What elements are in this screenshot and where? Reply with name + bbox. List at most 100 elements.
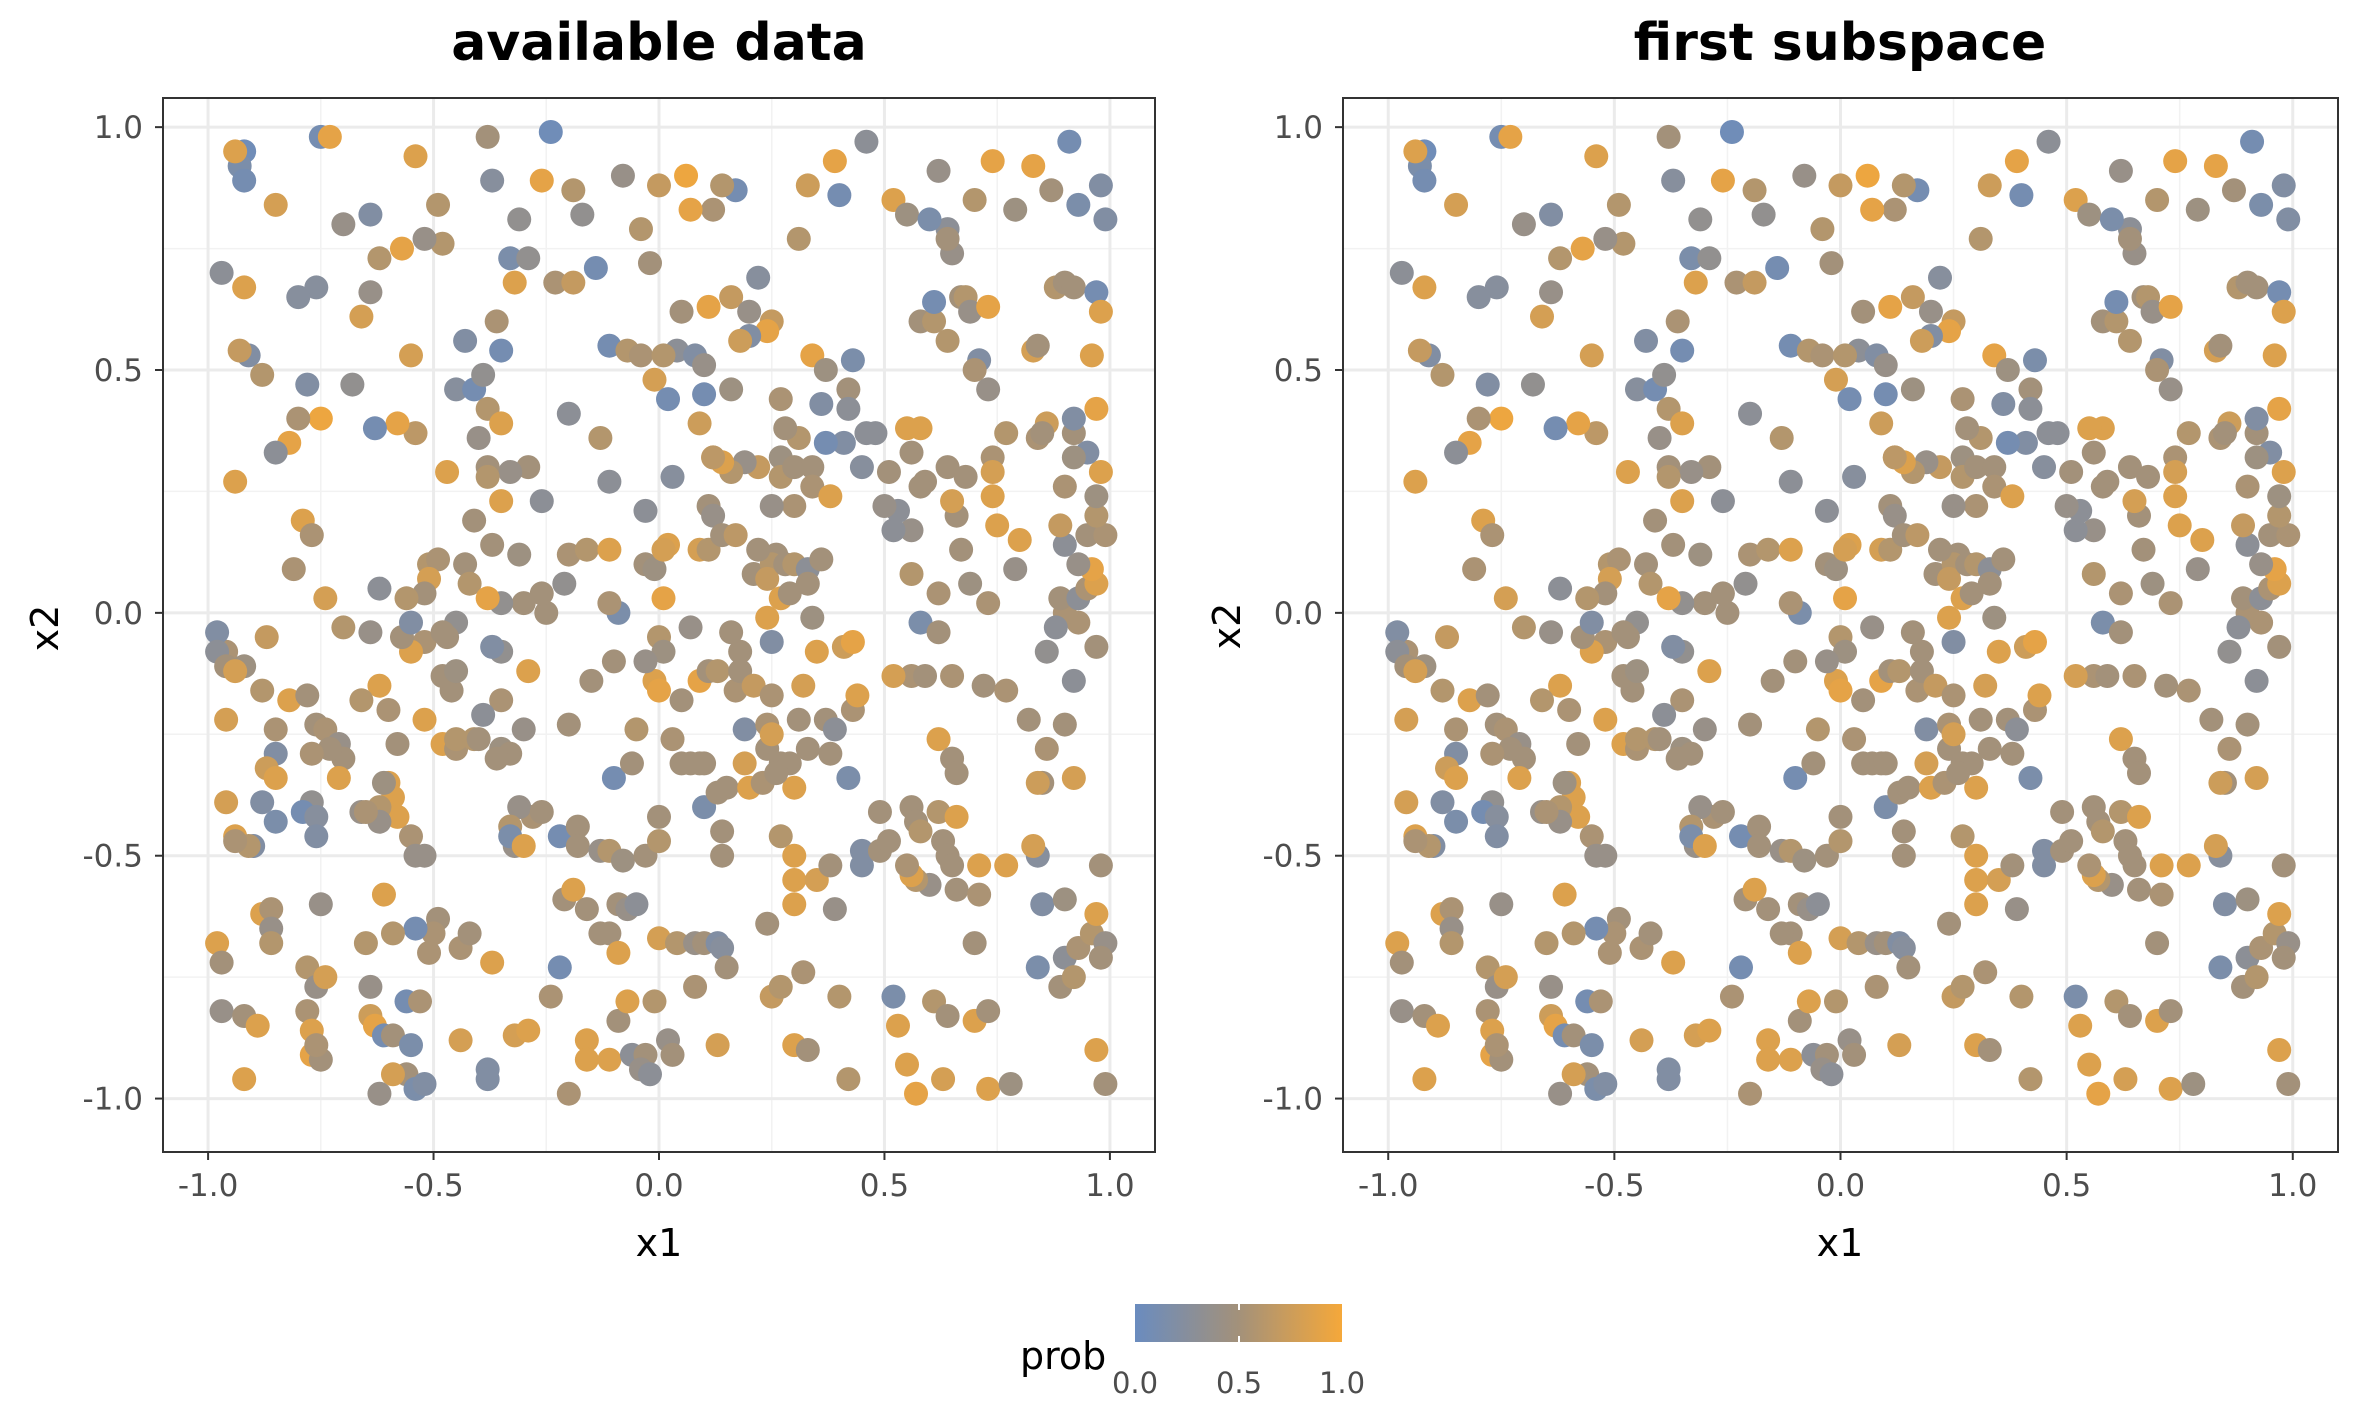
data-point <box>1756 537 1781 562</box>
data-point <box>250 678 275 703</box>
data-point <box>2235 474 2260 499</box>
data-point <box>953 464 978 489</box>
data-point <box>362 416 387 441</box>
data-point <box>1679 460 1704 484</box>
data-point <box>480 950 505 975</box>
y-axis-title: x2 <box>23 605 67 652</box>
data-point <box>2244 445 2269 470</box>
data-point <box>1819 251 1844 276</box>
data-point <box>1588 989 1613 1014</box>
data-point <box>1656 1067 1681 1092</box>
data-point <box>254 625 279 650</box>
data-point <box>1539 974 1564 999</box>
data-point <box>304 804 329 829</box>
data-point <box>1061 766 1086 790</box>
data-point <box>710 173 735 198</box>
data-point <box>376 698 401 722</box>
data-point <box>2108 158 2133 183</box>
data-point <box>872 494 897 518</box>
y-tick-label: 0.5 <box>1274 353 1323 389</box>
data-point <box>1778 591 1803 616</box>
data-point <box>1842 727 1867 752</box>
data-point <box>1887 1033 1912 1058</box>
data-point <box>1697 246 1722 271</box>
data-point <box>1093 1072 1118 1096</box>
data-point <box>1914 717 1939 742</box>
data-point <box>408 989 433 1014</box>
data-point <box>1823 557 1848 582</box>
data-point <box>759 722 784 747</box>
data-point <box>2054 494 2079 518</box>
data-point <box>899 440 924 465</box>
data-point <box>1986 639 2011 664</box>
data-point <box>1484 275 1509 300</box>
x-tick-label: -0.5 <box>1584 1168 1645 1204</box>
data-point <box>2063 664 2088 688</box>
data-point <box>642 989 667 1014</box>
data-point <box>277 688 302 713</box>
data-point <box>1833 537 1858 562</box>
data-point <box>1765 256 1790 280</box>
data-point <box>647 804 671 829</box>
data-point <box>353 931 378 956</box>
data-point <box>1484 824 1509 849</box>
data-point <box>2036 129 2061 154</box>
data-point <box>1493 965 1518 990</box>
data-point <box>1778 1047 1803 1072</box>
data-point <box>245 1013 270 1038</box>
data-point <box>480 168 505 193</box>
data-point <box>2267 634 2292 659</box>
color-legend: prob 0.0 0.5 1.0 <box>1020 1304 1365 1400</box>
data-point <box>2208 770 2233 795</box>
legend-title: prob <box>1020 1334 1106 1378</box>
data-point <box>250 362 275 387</box>
panel-title: available data <box>451 13 867 73</box>
data-point <box>940 853 965 878</box>
data-point <box>444 727 469 752</box>
data-point <box>394 586 419 611</box>
data-point <box>795 173 820 198</box>
data-point <box>642 557 667 582</box>
data-point <box>1756 1047 1781 1072</box>
data-point <box>538 984 563 1009</box>
data-point <box>908 474 933 499</box>
data-point <box>1873 353 1898 378</box>
data-point <box>1584 843 1609 868</box>
y-tick-label: -0.5 <box>1263 839 1324 875</box>
data-point <box>2217 736 2242 761</box>
data-point <box>380 1023 405 1048</box>
data-point <box>1003 557 1028 582</box>
data-point <box>958 571 983 596</box>
data-point <box>1403 659 1428 684</box>
data-point <box>2018 766 2043 790</box>
data-point <box>547 824 572 849</box>
data-point <box>223 829 248 854</box>
data-point <box>822 717 847 742</box>
data-point <box>2104 290 2129 314</box>
data-point <box>1656 464 1681 489</box>
data-point <box>308 892 333 917</box>
data-point <box>1724 270 1749 295</box>
data-point <box>665 931 690 956</box>
data-point <box>881 518 906 543</box>
data-point <box>2158 999 2183 1024</box>
data-point <box>601 766 626 790</box>
panel-title: first subspace <box>1634 13 2047 73</box>
data-point <box>583 256 608 280</box>
data-point <box>2267 503 2292 528</box>
data-point <box>1688 795 1713 820</box>
data-point <box>498 460 523 484</box>
data-point <box>1030 892 1055 917</box>
data-point <box>1710 168 1735 193</box>
data-point <box>1052 532 1077 557</box>
data-point <box>2267 902 2292 926</box>
data-point <box>1656 124 1681 149</box>
data-point <box>1439 931 1464 956</box>
data-point <box>1394 790 1419 815</box>
data-point <box>2149 853 2174 878</box>
data-point <box>651 639 676 664</box>
data-point <box>1964 494 1989 518</box>
data-point <box>1814 498 1839 523</box>
data-point <box>1061 275 1086 300</box>
data-point <box>2122 664 2147 688</box>
